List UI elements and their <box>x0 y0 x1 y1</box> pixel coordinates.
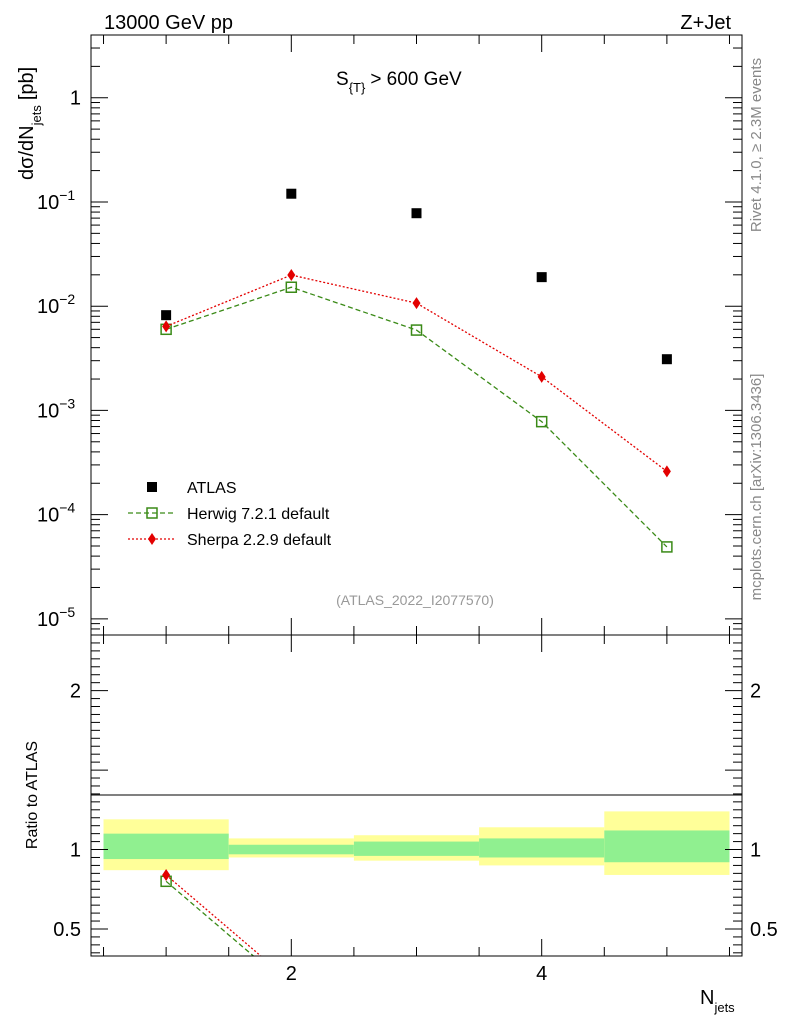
sherpa-point <box>537 370 546 383</box>
header-process: Z+Jet <box>680 12 731 34</box>
legend-marker-atlas <box>147 482 157 492</box>
ratio-y-tick-label: 2 <box>70 681 81 703</box>
plot-title: S{T} > 600 GeV <box>336 69 462 95</box>
herwig-point <box>410 324 423 336</box>
atlas-point <box>161 310 172 321</box>
sherpa-ratio-point <box>162 868 171 881</box>
header-energy: 13000 GeV pp <box>104 12 233 34</box>
ratio-y-tick-label-right: 1 <box>750 840 761 862</box>
y-tick-label: 1 <box>70 88 81 110</box>
ratio-y-tick-label: 0.5 <box>53 919 81 941</box>
y-tick-label: 10−3 <box>37 395 75 422</box>
legend-marker-herwig <box>146 507 158 519</box>
rivet-version-label: Rivet 4.1.0, ≥ 2.3M events <box>748 58 765 232</box>
sherpa-point <box>662 465 671 478</box>
x-axis-label: Njets <box>700 987 735 1015</box>
uncertainty-band-inner <box>353 841 480 856</box>
upper-panel: 1 10−1 10−2 10−3 10−4 10−5 <box>37 34 743 652</box>
ratio-y-tick-label-right: 0.5 <box>750 919 778 941</box>
y-tick-label: 10−4 <box>37 500 75 527</box>
sherpa-point <box>162 320 171 333</box>
legend-label-atlas: ATLAS <box>187 480 237 497</box>
lower-panel: 2 4 0.5 0.5 1 1 2 2 <box>53 634 778 985</box>
herwig-ratio-line <box>165 880 255 956</box>
sherpa-line <box>165 274 668 472</box>
herwig-point <box>661 541 673 553</box>
atlas-point <box>411 208 422 219</box>
x-tick-label: 2 <box>286 963 297 985</box>
atlas-point <box>536 272 547 283</box>
sherpa-point <box>412 297 421 310</box>
uncertainty-band-inner <box>103 833 229 860</box>
sherpa-point <box>287 269 296 282</box>
ratio-y-tick-label: 1 <box>70 840 81 862</box>
uncertainty-band-inner <box>228 844 354 855</box>
lower-frame <box>90 634 743 957</box>
ratio-y-tick-label-right: 2 <box>750 681 761 703</box>
y-tick-label: 10−5 <box>37 604 75 631</box>
x-tick-label: 4 <box>536 963 547 985</box>
herwig-point <box>535 415 548 428</box>
atlas-point <box>286 188 297 199</box>
y-tick-label: 10−2 <box>37 291 75 318</box>
source-label: mcplots.cern.ch [arXiv:1306.3436] <box>748 374 765 601</box>
legend-label-herwig: Herwig 7.2.1 default <box>187 506 330 523</box>
analysis-id-label: (ATLAS_2022_I2077570) <box>336 592 494 608</box>
lower-y-axis-label: Ratio to ATLAS <box>24 741 41 849</box>
uncertainty-band-inner <box>479 838 605 858</box>
herwig-point <box>285 281 298 293</box>
legend-marker-sherpa <box>148 533 156 545</box>
atlas-point <box>661 354 672 365</box>
herwig-line <box>165 286 668 548</box>
y-tick-label: 10−1 <box>37 187 75 214</box>
sherpa-ratio-line <box>165 874 262 956</box>
uncertainty-band-inner <box>604 830 730 863</box>
legend-label-sherpa: Sherpa 2.2.9 default <box>187 532 332 549</box>
upper-y-axis-label: dσ/dNjets[pb] <box>16 67 44 180</box>
legend: ATLAS Herwig 7.2.1 default Sherpa 2.2.9 de… <box>128 480 332 549</box>
